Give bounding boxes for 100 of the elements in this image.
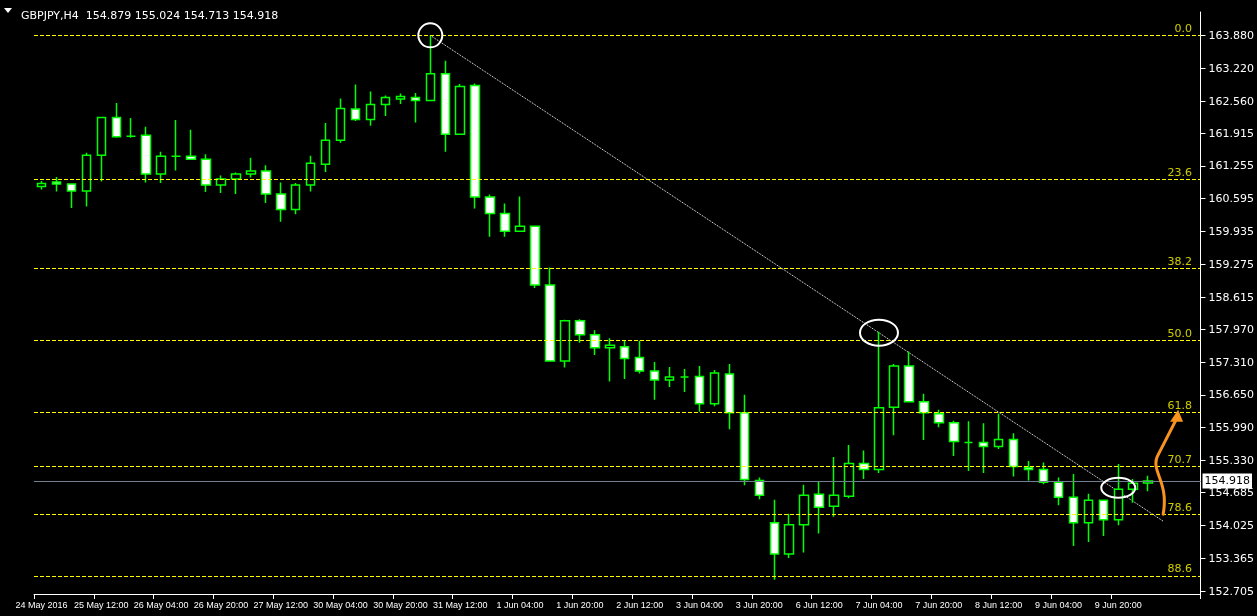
candlestick xyxy=(544,266,556,362)
chart-title: GBPJPY,H4 154.879 155.024 154.713 154.918 xyxy=(21,9,279,22)
candlestick xyxy=(1068,473,1079,547)
x-tick-label: 26 May 20:00 xyxy=(193,599,249,610)
candlestick xyxy=(1008,432,1019,478)
candlestick xyxy=(275,181,287,223)
candlestick xyxy=(783,512,795,559)
x-tick-label: 3 Jun 20:00 xyxy=(735,599,783,610)
candlestick xyxy=(36,180,47,191)
candlestick xyxy=(903,350,915,403)
y-tick-label: 159.935 xyxy=(1208,225,1255,239)
annotation: 23.6 xyxy=(1167,166,1193,180)
candlestick xyxy=(574,318,586,344)
candlestick xyxy=(51,176,62,193)
candlestick xyxy=(963,420,974,472)
y-tick-label: 153.365 xyxy=(1208,551,1255,565)
candlestick xyxy=(724,363,735,430)
candlestick xyxy=(230,171,242,195)
y-tick-label: 163.880 xyxy=(1208,28,1255,42)
candlestick xyxy=(739,394,750,487)
candlestick xyxy=(1083,493,1094,543)
candlestick xyxy=(798,484,810,554)
candlestick xyxy=(140,126,152,184)
y-tick-label: 159.275 xyxy=(1208,257,1255,271)
y-tick-label: 154.025 xyxy=(1208,518,1255,532)
candlestick xyxy=(858,449,870,480)
candlestick xyxy=(454,83,466,136)
x-tick-label: 3 Jun 04:00 xyxy=(675,599,724,610)
candlestick xyxy=(215,174,227,194)
candlestick xyxy=(111,102,122,139)
y-tick-label: 160.595 xyxy=(1208,192,1255,206)
candlestick xyxy=(948,419,960,457)
candlestick xyxy=(828,456,840,518)
y-tick-label: 152.705 xyxy=(1208,584,1255,598)
candlestick xyxy=(664,366,675,388)
y-tick-label: 156.650 xyxy=(1208,388,1255,402)
x-tick-label: 9 Jun 20:00 xyxy=(1094,599,1142,610)
candlestick xyxy=(125,117,137,139)
y-tick-label: 158.615 xyxy=(1208,290,1255,304)
x-tick-label: 30 May 04:00 xyxy=(313,599,368,610)
candlestick xyxy=(769,499,780,581)
x-tick-label: 2 Jun 12:00 xyxy=(616,599,664,610)
x-tick-label: 7 Jun 04:00 xyxy=(855,599,903,610)
candlestick xyxy=(709,369,720,408)
x-tick-label: 1 Jun 20:00 xyxy=(556,599,604,610)
y-tick-label: 157.970 xyxy=(1208,322,1255,336)
candlestick xyxy=(245,156,257,179)
candlestick xyxy=(619,339,630,380)
candlestick xyxy=(694,365,705,413)
candlestick xyxy=(679,368,690,393)
candlestick xyxy=(335,97,346,144)
candlestick xyxy=(529,225,541,289)
candlestick xyxy=(1023,460,1034,482)
candlestick xyxy=(649,361,660,401)
candlestick xyxy=(469,82,481,210)
y-tick-label: 155.990 xyxy=(1208,421,1255,435)
candlestick xyxy=(200,153,212,193)
x-tick-label: 7 Jun 20:00 xyxy=(915,599,963,610)
candlestick xyxy=(978,422,989,474)
candlestick xyxy=(933,409,945,428)
candlestick xyxy=(873,330,885,474)
candlestick xyxy=(260,164,272,204)
annotation: 70.7 xyxy=(1167,452,1193,466)
candlestick xyxy=(993,413,1004,450)
candlestick xyxy=(425,34,436,102)
candlestick xyxy=(290,182,301,216)
candlestick xyxy=(499,202,511,238)
x-tick-label: 6 Jun 12:00 xyxy=(795,599,843,610)
candlestick xyxy=(559,319,571,369)
candlestick xyxy=(96,116,107,183)
x-tick-label: 25 May 12:00 xyxy=(74,599,129,610)
candlestick xyxy=(185,129,197,160)
candlestick xyxy=(1098,499,1109,537)
annotation: 61.8 xyxy=(1167,398,1193,412)
x-tick-label: 27 May 12:00 xyxy=(253,599,309,610)
candlestick xyxy=(888,363,900,436)
candlestick xyxy=(514,195,526,233)
candlestick xyxy=(843,444,855,500)
x-tick-label: 26 May 04:00 xyxy=(133,599,189,610)
y-tick-label: 154.685 xyxy=(1208,486,1255,500)
candlestick xyxy=(395,92,406,105)
y-tick-label: 155.330 xyxy=(1208,454,1255,467)
y-tick-label: 161.255 xyxy=(1208,159,1255,173)
annotation: 88.6 xyxy=(1167,562,1193,576)
candlestick xyxy=(634,339,645,375)
y-tick-label: 162.560 xyxy=(1208,94,1255,108)
candlestick xyxy=(1053,476,1064,506)
candlestick xyxy=(320,122,331,173)
ref-line-label: 154.918 xyxy=(1204,474,1251,488)
candlestick xyxy=(410,92,421,124)
annotation: 38.2 xyxy=(1167,254,1193,268)
candlestick xyxy=(589,329,601,356)
x-tick-label: 8 Jun 12:00 xyxy=(975,599,1023,610)
y-tick-label: 161.915 xyxy=(1208,126,1255,140)
candlestick xyxy=(380,94,391,117)
candlestick xyxy=(440,59,451,153)
candlestick xyxy=(155,150,167,184)
candlestick xyxy=(350,83,361,122)
x-tick-label: 31 May 12:00 xyxy=(432,599,488,610)
x-tick-label: 30 May 20:00 xyxy=(373,599,428,610)
